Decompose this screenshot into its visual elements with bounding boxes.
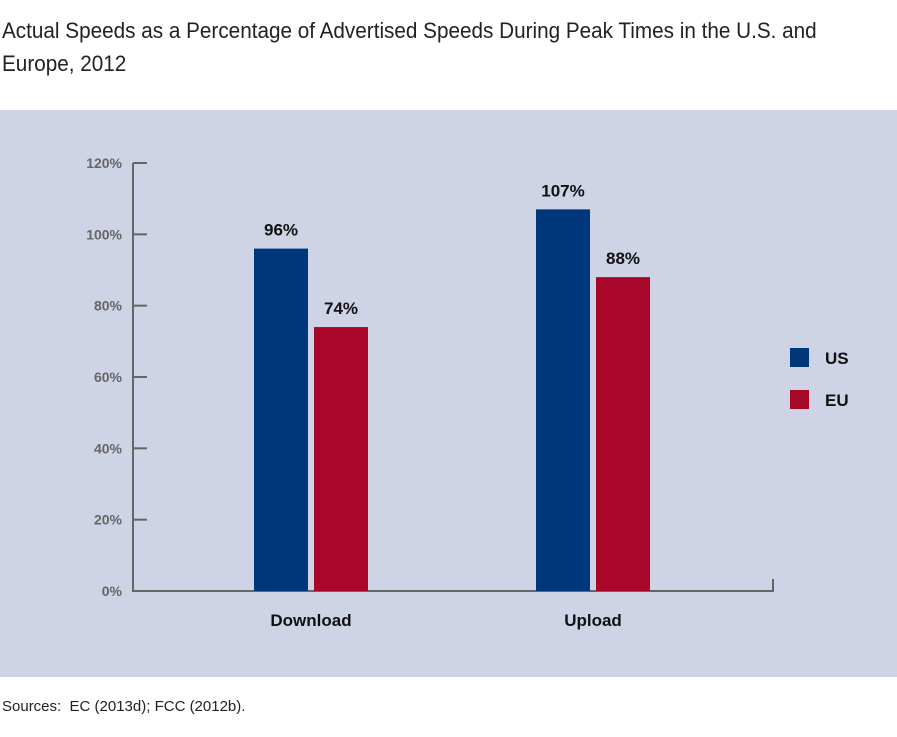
- axes: 0% 20% 40% 60% 80% 100% 120% Download Upload: [86, 155, 774, 630]
- legend-swatch-eu: [790, 390, 809, 409]
- y-tick-label: 120%: [86, 155, 122, 171]
- plot-background: [0, 110, 897, 677]
- y-tick-label: 80%: [94, 298, 123, 314]
- legend: US EU: [790, 348, 849, 410]
- legend-label-us: US: [825, 349, 849, 368]
- y-tick-label: 40%: [94, 440, 123, 456]
- bar-eu-download: [314, 327, 368, 591]
- y-tick-label: 60%: [94, 369, 123, 385]
- data-label: 88%: [606, 249, 640, 268]
- y-tick-label: 100%: [86, 226, 122, 242]
- value-labels: 96% 74% 107% 88%: [264, 181, 640, 318]
- legend-label-eu: EU: [825, 391, 849, 410]
- category-label: Download: [270, 611, 351, 630]
- data-label: 96%: [264, 221, 298, 240]
- bar-eu-upload: [596, 277, 650, 591]
- data-label: 107%: [541, 181, 584, 200]
- y-tick-label: 20%: [94, 512, 123, 528]
- chart-title: Actual Speeds as a Percentage of Adverti…: [2, 18, 817, 76]
- category-label: Upload: [564, 611, 622, 630]
- y-tick-label: 0%: [102, 583, 123, 599]
- bar-us-upload: [536, 209, 590, 591]
- bars: [254, 209, 650, 591]
- source-note: Sources: EC (2013d); FCC (2012b).: [2, 698, 246, 715]
- legend-swatch-us: [790, 348, 809, 367]
- data-label: 74%: [324, 299, 358, 318]
- bar-us-download: [254, 248, 308, 591]
